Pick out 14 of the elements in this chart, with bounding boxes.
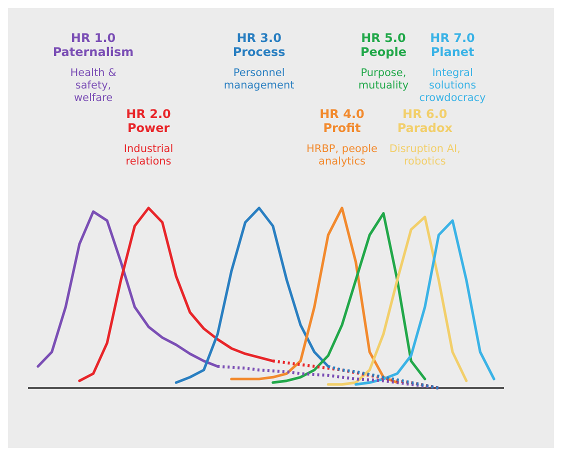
text: Industrial relations (124, 143, 174, 168)
text: HR 3.0 Process (232, 31, 286, 59)
text: HR 7.0 Planet (430, 31, 475, 59)
text: Disruption AI, robotics (389, 143, 461, 168)
text: Personnel management (224, 67, 294, 92)
text: HR 1.0 Paternalism (52, 31, 134, 59)
text: HR 2.0 Power (126, 107, 171, 135)
text: HR 4.0 Profit (320, 107, 364, 135)
text: HR 5.0 People (360, 31, 406, 59)
text: HR 6.0 Paradox (397, 107, 453, 135)
text: HRBP, people analytics (306, 143, 378, 168)
text: Health & safety, welfare (70, 67, 116, 104)
text: Integral solutions crowdocracy (419, 67, 486, 104)
text: Purpose, mutuality (358, 67, 409, 92)
